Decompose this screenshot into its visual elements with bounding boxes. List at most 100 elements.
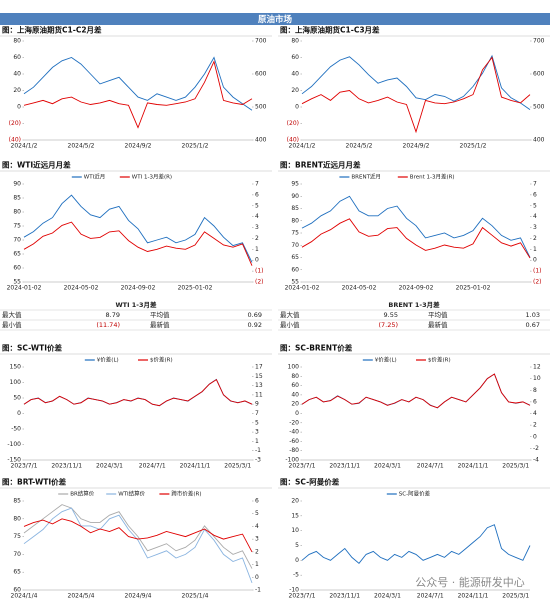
series-line xyxy=(23,56,253,111)
x-tick-label: 2023/11/1 xyxy=(51,463,82,470)
table-cell: 最大值 xyxy=(280,310,300,319)
x-tick-label: 2024/3/1 xyxy=(374,593,401,600)
chart-title: 图：BRENT近远月月差 xyxy=(280,160,361,170)
x-tick-label: 2024-05-02 xyxy=(342,285,377,292)
x-tick-label: 2025/3/1 xyxy=(502,593,529,600)
y-tick-label: -100 xyxy=(285,457,299,464)
y-tick-label: 65 xyxy=(291,254,299,261)
x-tick-label: 2024-01-02 xyxy=(285,285,320,292)
y-tick-label: -150 xyxy=(7,457,21,464)
x-tick-label: 2023/7/1 xyxy=(289,463,316,470)
series-line xyxy=(301,373,531,409)
y-tick-label: 40 xyxy=(13,71,21,78)
y-tick-label: 60 xyxy=(291,266,299,273)
y2-tick-label: -1 xyxy=(255,447,261,454)
y2-tick-label: 1 xyxy=(533,246,537,253)
y-tick-label: 20 xyxy=(291,498,299,505)
table-cell: 最新值 xyxy=(150,320,170,329)
legend-label: BR结算价 xyxy=(70,490,95,498)
y2-tick-label: 6 xyxy=(255,498,259,505)
y-tick-label: 100 xyxy=(10,379,22,386)
y-tick-label: -60 xyxy=(289,438,299,445)
y2-tick-label: 4 xyxy=(533,213,537,220)
y2-tick-label: (2) xyxy=(255,279,264,286)
y-tick-label: 50 xyxy=(13,395,21,402)
table-cell: 最大值 xyxy=(2,310,22,319)
y-tick-label: 55 xyxy=(291,279,299,286)
y-tick-label: 85 xyxy=(291,205,299,212)
y-tick-label: -80 xyxy=(289,447,299,454)
y2-tick-label: 4 xyxy=(255,523,259,530)
x-tick-label: 2023/7/1 xyxy=(11,463,38,470)
x-tick-label: 2024-09-02 xyxy=(121,285,156,292)
table-cell: 9.55 xyxy=(384,311,398,319)
x-tick-label: 2024/7/1 xyxy=(417,593,444,600)
y-tick-label: 0 xyxy=(295,557,299,564)
y-tick-label: 80 xyxy=(291,217,299,224)
x-tick-label: 2024/7/1 xyxy=(417,463,444,470)
y2-tick-label: (1) xyxy=(533,268,542,275)
y-tick-label: 65 xyxy=(13,251,21,258)
y2-tick-label: 500 xyxy=(255,104,267,111)
y-tick-label: 85 xyxy=(13,195,21,202)
x-tick-label: 2025-01-02 xyxy=(456,285,491,292)
x-tick-label: 2024-01-02 xyxy=(7,285,42,292)
x-tick-label: 2024/9/2 xyxy=(403,143,430,150)
x-tick-label: 2025/1/4 xyxy=(182,593,209,600)
y2-tick-label: 5 xyxy=(255,202,259,209)
y2-tick-label: 5 xyxy=(533,202,537,209)
y2-tick-label: 8 xyxy=(533,387,537,394)
table-cell: 0.92 xyxy=(248,321,262,329)
x-tick-label: 2023/11/1 xyxy=(329,593,360,600)
x-tick-label: 2025/1/2 xyxy=(182,143,209,150)
x-tick-label: 2025/3/1 xyxy=(224,463,251,470)
y-tick-label: 90 xyxy=(291,193,299,200)
legend-label: ¥价差(L) xyxy=(375,356,397,364)
y2-tick-label: 600 xyxy=(533,71,545,78)
y-tick-label: -5 xyxy=(293,572,299,579)
x-tick-label: 2024/5/4 xyxy=(68,593,95,600)
y2-tick-label: 4 xyxy=(255,213,259,220)
table-title: WTI 1-3月差 xyxy=(115,300,157,309)
y-tick-label: -20 xyxy=(289,419,299,426)
y2-tick-label: 1 xyxy=(255,561,259,568)
y-tick-label: 0 xyxy=(17,410,21,417)
y-tick-label: 55 xyxy=(13,279,21,286)
y-tick-label: 60 xyxy=(291,382,299,389)
x-tick-label: 2024-09-02 xyxy=(399,285,434,292)
table-cell: (11.74) xyxy=(96,321,120,329)
y2-tick-label: 7 xyxy=(255,181,259,188)
y-tick-label: 70 xyxy=(13,551,21,558)
legend-label: $价差(R) xyxy=(150,356,173,364)
y2-tick-label: 2 xyxy=(533,235,537,242)
y2-tick-label: 400 xyxy=(255,137,267,144)
y-tick-label: 60 xyxy=(13,54,21,61)
series-line xyxy=(23,518,253,553)
x-tick-label: 2024/9/2 xyxy=(125,143,152,150)
y2-tick-label: 3 xyxy=(533,224,537,231)
y2-tick-label: 5 xyxy=(255,419,259,426)
y2-tick-label: 7 xyxy=(255,410,259,417)
series-line xyxy=(301,524,531,564)
y2-tick-label: 11 xyxy=(255,391,263,398)
table-cell: 平均值 xyxy=(428,310,448,319)
y2-tick-label: 3 xyxy=(255,536,259,543)
chart-title: 图：SC-BRENT价差 xyxy=(280,343,353,353)
y-tick-label: -100 xyxy=(7,441,21,448)
y-tick-label: -10 xyxy=(289,587,299,594)
y-tick-label: 40 xyxy=(291,71,299,78)
legend-label: ¥价差(L) xyxy=(97,356,119,364)
table-cell: 0.67 xyxy=(526,321,540,329)
y2-tick-label: 0 xyxy=(255,574,259,581)
y-tick-label: 5 xyxy=(295,542,299,549)
legend-label: WTI近月 xyxy=(84,173,105,181)
y2-tick-label: 12 xyxy=(533,364,541,371)
y2-tick-label: 6 xyxy=(255,191,259,198)
y2-tick-label: 2 xyxy=(255,548,259,555)
series-line xyxy=(301,54,531,110)
table-cell: 最小值 xyxy=(280,320,300,329)
y2-tick-label: 9 xyxy=(255,401,259,408)
chart-title: 图：SC-WTI价差 xyxy=(2,343,63,353)
